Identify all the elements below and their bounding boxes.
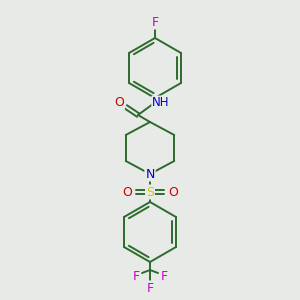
Text: O: O (114, 97, 124, 110)
Text: F: F (146, 281, 154, 295)
Text: S: S (146, 185, 154, 199)
Text: F: F (160, 269, 168, 283)
Text: NH: NH (152, 97, 170, 110)
Text: O: O (168, 185, 178, 199)
Text: O: O (122, 185, 132, 199)
Text: N: N (145, 167, 155, 181)
Text: F: F (132, 269, 140, 283)
Text: F: F (152, 16, 159, 28)
